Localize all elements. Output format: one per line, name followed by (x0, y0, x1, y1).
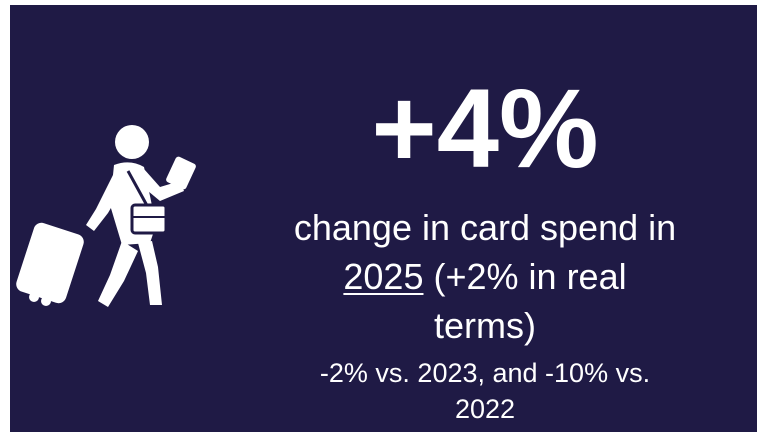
description-line: terms) (434, 305, 536, 346)
traveler-icon (16, 125, 196, 307)
note-line: 2022 (454, 394, 516, 424)
description-line: change in card spend in (293, 207, 677, 248)
note-line: -2% vs. 2023, and -10% vs. (319, 358, 651, 388)
infographic-panel: +4% change in card spend in 2025 (+2% in… (10, 5, 757, 432)
headline: +4% (371, 66, 599, 191)
description-line: 2025 (+2% in real (250, 257, 720, 297)
description-text: (+2% in real (433, 256, 627, 297)
year: 2025 (343, 256, 424, 297)
